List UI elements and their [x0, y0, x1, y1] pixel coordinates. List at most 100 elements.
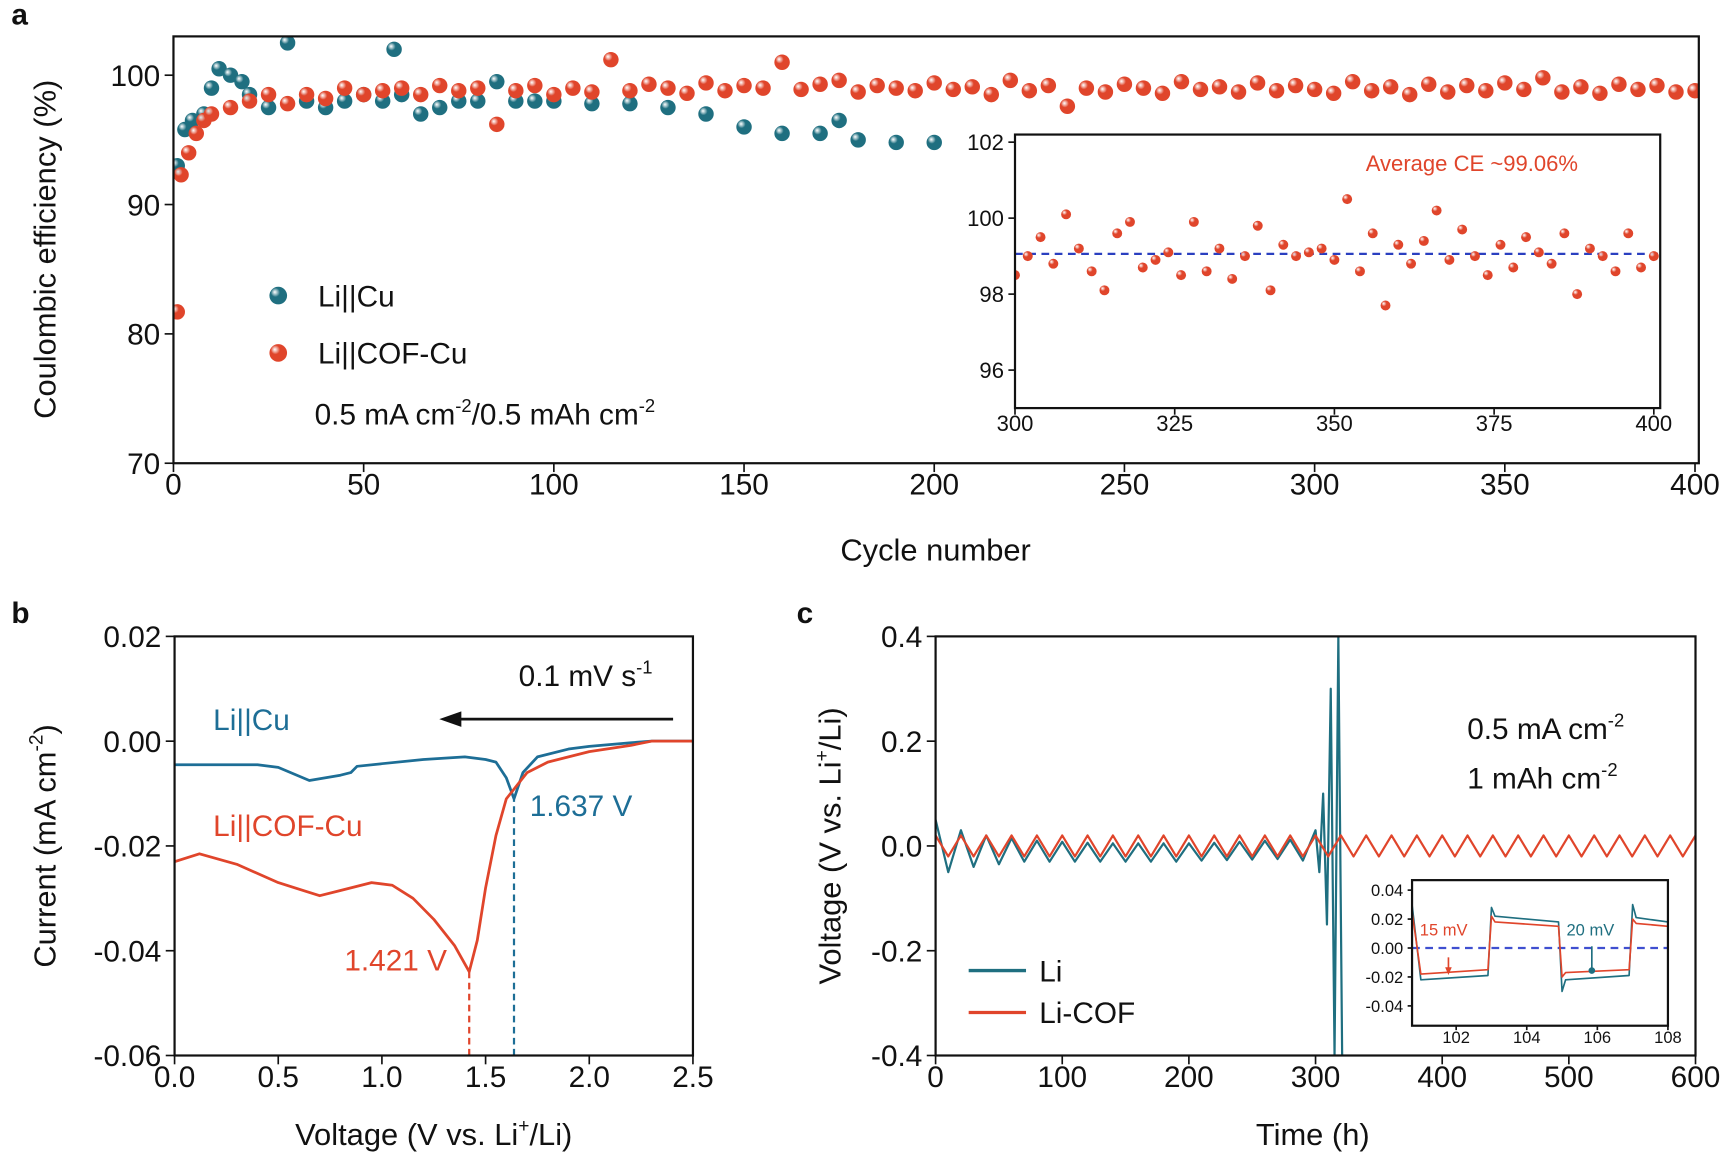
point	[222, 67, 239, 83]
point	[1325, 85, 1342, 102]
arrow-head	[1588, 967, 1596, 974]
point	[907, 83, 923, 99]
annotation: 0.1 mV s-1	[519, 657, 653, 694]
point	[1495, 239, 1506, 250]
line	[174, 739, 693, 974]
point	[1592, 85, 1608, 102]
point	[736, 119, 752, 135]
plot-area	[935, 636, 1696, 1056]
point	[1559, 228, 1570, 239]
point	[1021, 83, 1038, 99]
x-tick-label: 2.0	[569, 1061, 610, 1094]
superscript: -2	[26, 735, 47, 752]
point	[1459, 77, 1475, 94]
point	[1176, 270, 1187, 281]
point	[1240, 251, 1250, 262]
point	[1367, 228, 1378, 239]
point	[983, 86, 1000, 103]
point	[1363, 83, 1380, 99]
point	[211, 61, 227, 77]
point	[831, 112, 847, 129]
x-tick-label: 150	[719, 468, 769, 501]
point	[1249, 75, 1266, 91]
superscript: -2	[1608, 709, 1624, 730]
superscript: -2	[639, 395, 655, 416]
point	[1163, 247, 1174, 258]
point	[1059, 98, 1076, 114]
point	[1150, 254, 1161, 265]
point	[386, 41, 402, 58]
x-tick-label: 400	[1670, 468, 1720, 501]
y-tick-label: 0.00	[103, 726, 161, 759]
x-tick-label: 375	[1476, 411, 1513, 436]
y-tick-label: -0.4	[871, 1040, 922, 1073]
point	[1521, 232, 1532, 243]
point	[1073, 243, 1084, 254]
point	[1535, 70, 1551, 86]
point	[1457, 224, 1468, 235]
point	[1116, 76, 1133, 92]
y-tick-label: 80	[127, 319, 160, 352]
text-part: 0.1 mV s	[519, 660, 636, 693]
point	[1316, 243, 1327, 254]
x-tick-label: 0.0	[154, 1061, 195, 1094]
point	[812, 76, 828, 92]
plot-background	[1412, 880, 1668, 1026]
point	[203, 106, 220, 122]
annotation: Average CE ~99.06%	[1366, 151, 1578, 176]
point	[451, 83, 467, 99]
point	[1214, 243, 1225, 254]
point	[1265, 285, 1276, 296]
point	[584, 95, 600, 112]
point	[1086, 266, 1097, 277]
y-tick-label: -0.04	[93, 935, 161, 968]
plot-frame	[172, 35, 1700, 465]
superscript: +	[518, 1116, 529, 1137]
point	[260, 86, 277, 103]
plot-background	[174, 636, 693, 1056]
point	[1687, 83, 1699, 99]
annotation: 1 mAh cm-2	[1467, 759, 1617, 796]
point	[1478, 83, 1494, 99]
x-tick-label: 300	[1291, 1061, 1341, 1094]
legend-marker	[269, 286, 288, 305]
point	[888, 80, 904, 96]
x-tick-label: 106	[1584, 1028, 1612, 1047]
superscript: -2	[1601, 759, 1617, 780]
point	[1355, 266, 1365, 277]
point	[565, 80, 581, 96]
panel: 0.0 0.5 1.0 1.5 2.0 2.5 -0.06 -0.04 -0.02 0.00 0.0…	[11, 597, 713, 1152]
x-tick-label: 1.0	[361, 1061, 402, 1094]
y-tick-label: 100	[967, 206, 1004, 231]
plot-frame	[1013, 133, 1662, 410]
point	[1135, 80, 1152, 96]
series-label: Li||Cu	[213, 704, 290, 737]
annotation: 20 mV	[1566, 920, 1614, 939]
annotation: 0.5 mA cm-2	[1467, 709, 1624, 746]
x-tick-label: 108	[1654, 1028, 1682, 1047]
point	[717, 83, 733, 99]
text-part: /0.5 mAh cm	[472, 399, 639, 432]
y-tick-label: 0.2	[881, 726, 922, 759]
y-tick-label: 0.04	[1371, 881, 1403, 900]
point	[173, 167, 189, 183]
point	[1291, 251, 1302, 262]
point	[203, 80, 220, 96]
point	[964, 79, 980, 95]
plot-area	[174, 739, 693, 974]
plot-background	[1014, 134, 1661, 409]
y-tick-label: -0.02	[93, 831, 161, 864]
point	[736, 77, 752, 94]
legend-marker	[269, 344, 288, 362]
peak-label: 1.637 V	[530, 790, 633, 823]
x-tick-label: 200	[1164, 1061, 1214, 1094]
point	[412, 86, 429, 103]
point	[1401, 86, 1418, 103]
x-tick-label: 300	[1290, 468, 1340, 501]
point	[527, 93, 543, 109]
point	[412, 106, 429, 122]
panel-letter: a	[11, 0, 28, 31]
y-tick-label: 0.02	[103, 621, 161, 654]
line	[1412, 911, 1668, 978]
y-tick-label: 100	[111, 60, 161, 93]
